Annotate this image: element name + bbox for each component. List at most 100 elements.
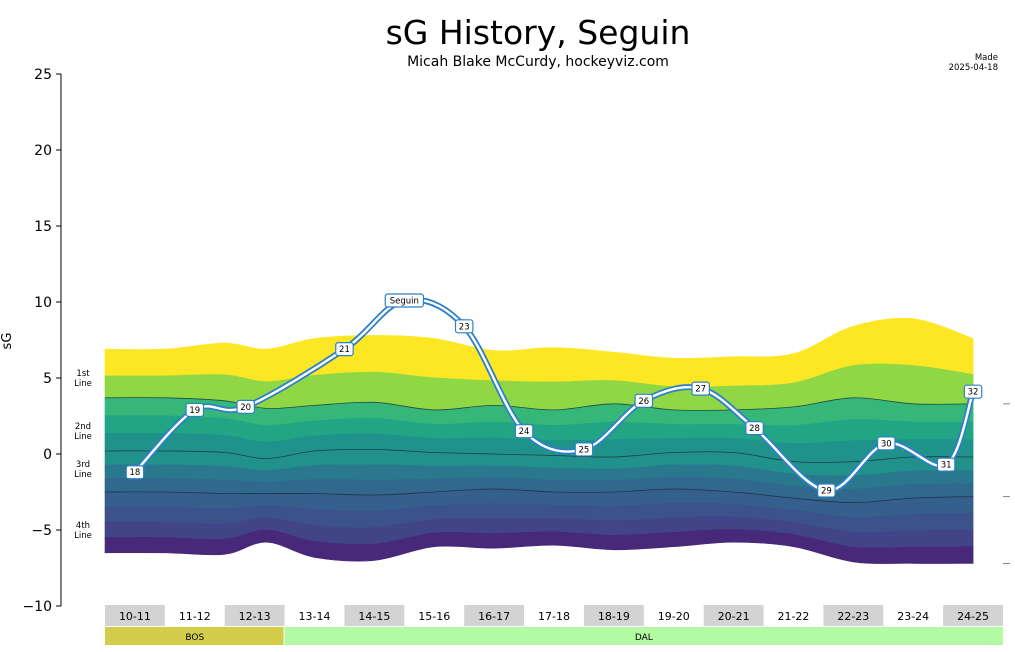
line-bands bbox=[104, 317, 1010, 564]
data-point-label: 26 bbox=[638, 397, 649, 407]
data-point: 30 bbox=[876, 436, 896, 451]
data-point-label: 29 bbox=[821, 486, 832, 496]
data-point-box bbox=[817, 483, 836, 498]
season-shade bbox=[105, 605, 165, 626]
data-point-box bbox=[691, 381, 710, 396]
data-point-label: 30 bbox=[881, 439, 892, 449]
data-point-label: 20 bbox=[240, 403, 251, 413]
line-boundary-3 bbox=[104, 488, 974, 504]
season-label: 17-18 bbox=[538, 610, 570, 623]
season-label: 15-16 bbox=[418, 610, 450, 623]
data-point-box bbox=[936, 457, 956, 472]
y-axis-label: sG bbox=[0, 333, 15, 350]
season-label: 19-20 bbox=[658, 610, 690, 623]
y-tick-label: 10 bbox=[34, 295, 52, 311]
data-point-label: 18 bbox=[130, 468, 141, 478]
team-label: BOS bbox=[185, 633, 204, 643]
data-point: 20 bbox=[236, 399, 255, 414]
data-point-label: 25 bbox=[579, 445, 590, 455]
season-shade bbox=[703, 605, 764, 626]
data-point: 24 bbox=[514, 424, 534, 439]
line-boundary-2 bbox=[104, 448, 974, 463]
data-point-box bbox=[185, 402, 205, 418]
data-point-box bbox=[574, 442, 594, 457]
team-bar: BOS DAL bbox=[105, 627, 1004, 645]
data-point: 31 bbox=[936, 457, 956, 472]
season-label: 20-21 bbox=[718, 610, 750, 623]
data-point-box bbox=[963, 384, 983, 399]
season-shade bbox=[943, 605, 1003, 626]
data-point-label: 19 bbox=[189, 406, 200, 416]
band-11 bbox=[104, 529, 974, 564]
data-point: 27 bbox=[691, 381, 710, 396]
chart-title: sG History, Seguin bbox=[386, 13, 691, 52]
data-point-box bbox=[335, 342, 354, 357]
y-tick-label: −5 bbox=[31, 523, 52, 539]
data-point: 18 bbox=[125, 465, 145, 480]
band-label-line1: 3rd bbox=[76, 460, 90, 470]
data-point-label: 31 bbox=[941, 461, 952, 471]
data-point-box bbox=[745, 421, 764, 436]
season-shade bbox=[464, 605, 525, 626]
y-tick-label: 0 bbox=[43, 447, 52, 463]
data-point: 21 bbox=[335, 342, 354, 357]
data-point: 19 bbox=[185, 402, 205, 418]
data-point-label: 24 bbox=[519, 427, 530, 437]
data-point: Seguin bbox=[384, 293, 425, 308]
season-label: 12-13 bbox=[239, 610, 271, 623]
sg-data-points: 18 19 20 21 Seguin 23 24 25 26 27 28 29 30 31 32 bbox=[125, 293, 983, 498]
band-label-line2: Line bbox=[74, 379, 92, 389]
band-label-line2: Line bbox=[74, 470, 92, 480]
season-axis: 10-11 11-12 12-13 13-14 14-15 15-16 16-17 17-18… bbox=[105, 605, 1003, 626]
season-shade bbox=[583, 605, 644, 626]
made-label: Made bbox=[975, 53, 998, 63]
team-segment bbox=[284, 627, 1004, 645]
data-point: 28 bbox=[745, 421, 764, 436]
data-point-label: 32 bbox=[968, 388, 979, 398]
y-tick-label: −10 bbox=[22, 599, 52, 615]
data-point-box bbox=[236, 399, 255, 414]
team-segment bbox=[105, 627, 284, 645]
data-point-label: 21 bbox=[339, 345, 350, 355]
season-label: 24-25 bbox=[957, 610, 989, 623]
y-tick-label: 20 bbox=[34, 143, 52, 159]
y-axis: 25 20 15 10 5 0 −5 −10 sG bbox=[0, 67, 62, 615]
season-shade bbox=[224, 605, 285, 626]
season-label: 23-24 bbox=[897, 610, 929, 623]
team-label: DAL bbox=[635, 633, 653, 643]
data-point-label: 28 bbox=[749, 424, 760, 434]
season-shade bbox=[823, 605, 884, 626]
chart-subtitle: Micah Blake McCurdy, hockeyviz.com bbox=[407, 54, 669, 70]
data-point-label: Seguin bbox=[390, 296, 419, 306]
y-tick-label: 25 bbox=[34, 67, 52, 83]
season-label: 10-11 bbox=[119, 610, 151, 623]
y-tick-label: 5 bbox=[43, 371, 52, 387]
season-label: 22-23 bbox=[837, 610, 869, 623]
season-label: 11-12 bbox=[179, 610, 211, 623]
season-label: 16-17 bbox=[478, 610, 510, 623]
data-point-label: 27 bbox=[695, 385, 706, 395]
season-shade bbox=[344, 605, 405, 626]
season-label: 13-14 bbox=[299, 610, 331, 623]
data-point-box bbox=[384, 293, 425, 308]
made-date: 2025-04-18 bbox=[949, 63, 998, 73]
data-point: 25 bbox=[574, 442, 594, 457]
season-label: 21-22 bbox=[777, 610, 809, 623]
data-point-label: 23 bbox=[459, 322, 470, 332]
data-point-box bbox=[876, 436, 896, 451]
data-point-box bbox=[454, 319, 474, 334]
data-point: 26 bbox=[634, 393, 654, 408]
data-point-box bbox=[514, 424, 534, 439]
band-label-line1: 4th bbox=[76, 521, 90, 531]
band-label-line1: 1st bbox=[76, 369, 90, 379]
data-point: 32 bbox=[963, 384, 983, 399]
data-point-box bbox=[634, 393, 654, 408]
season-label: 18-19 bbox=[598, 610, 630, 623]
y-tick-label: 15 bbox=[34, 219, 52, 235]
band-label-line2: Line bbox=[74, 531, 92, 541]
data-point-box bbox=[125, 465, 145, 480]
data-point: 29 bbox=[817, 483, 836, 498]
band-label-line1: 2nd bbox=[75, 422, 91, 432]
band-label-line2: Line bbox=[74, 432, 92, 442]
